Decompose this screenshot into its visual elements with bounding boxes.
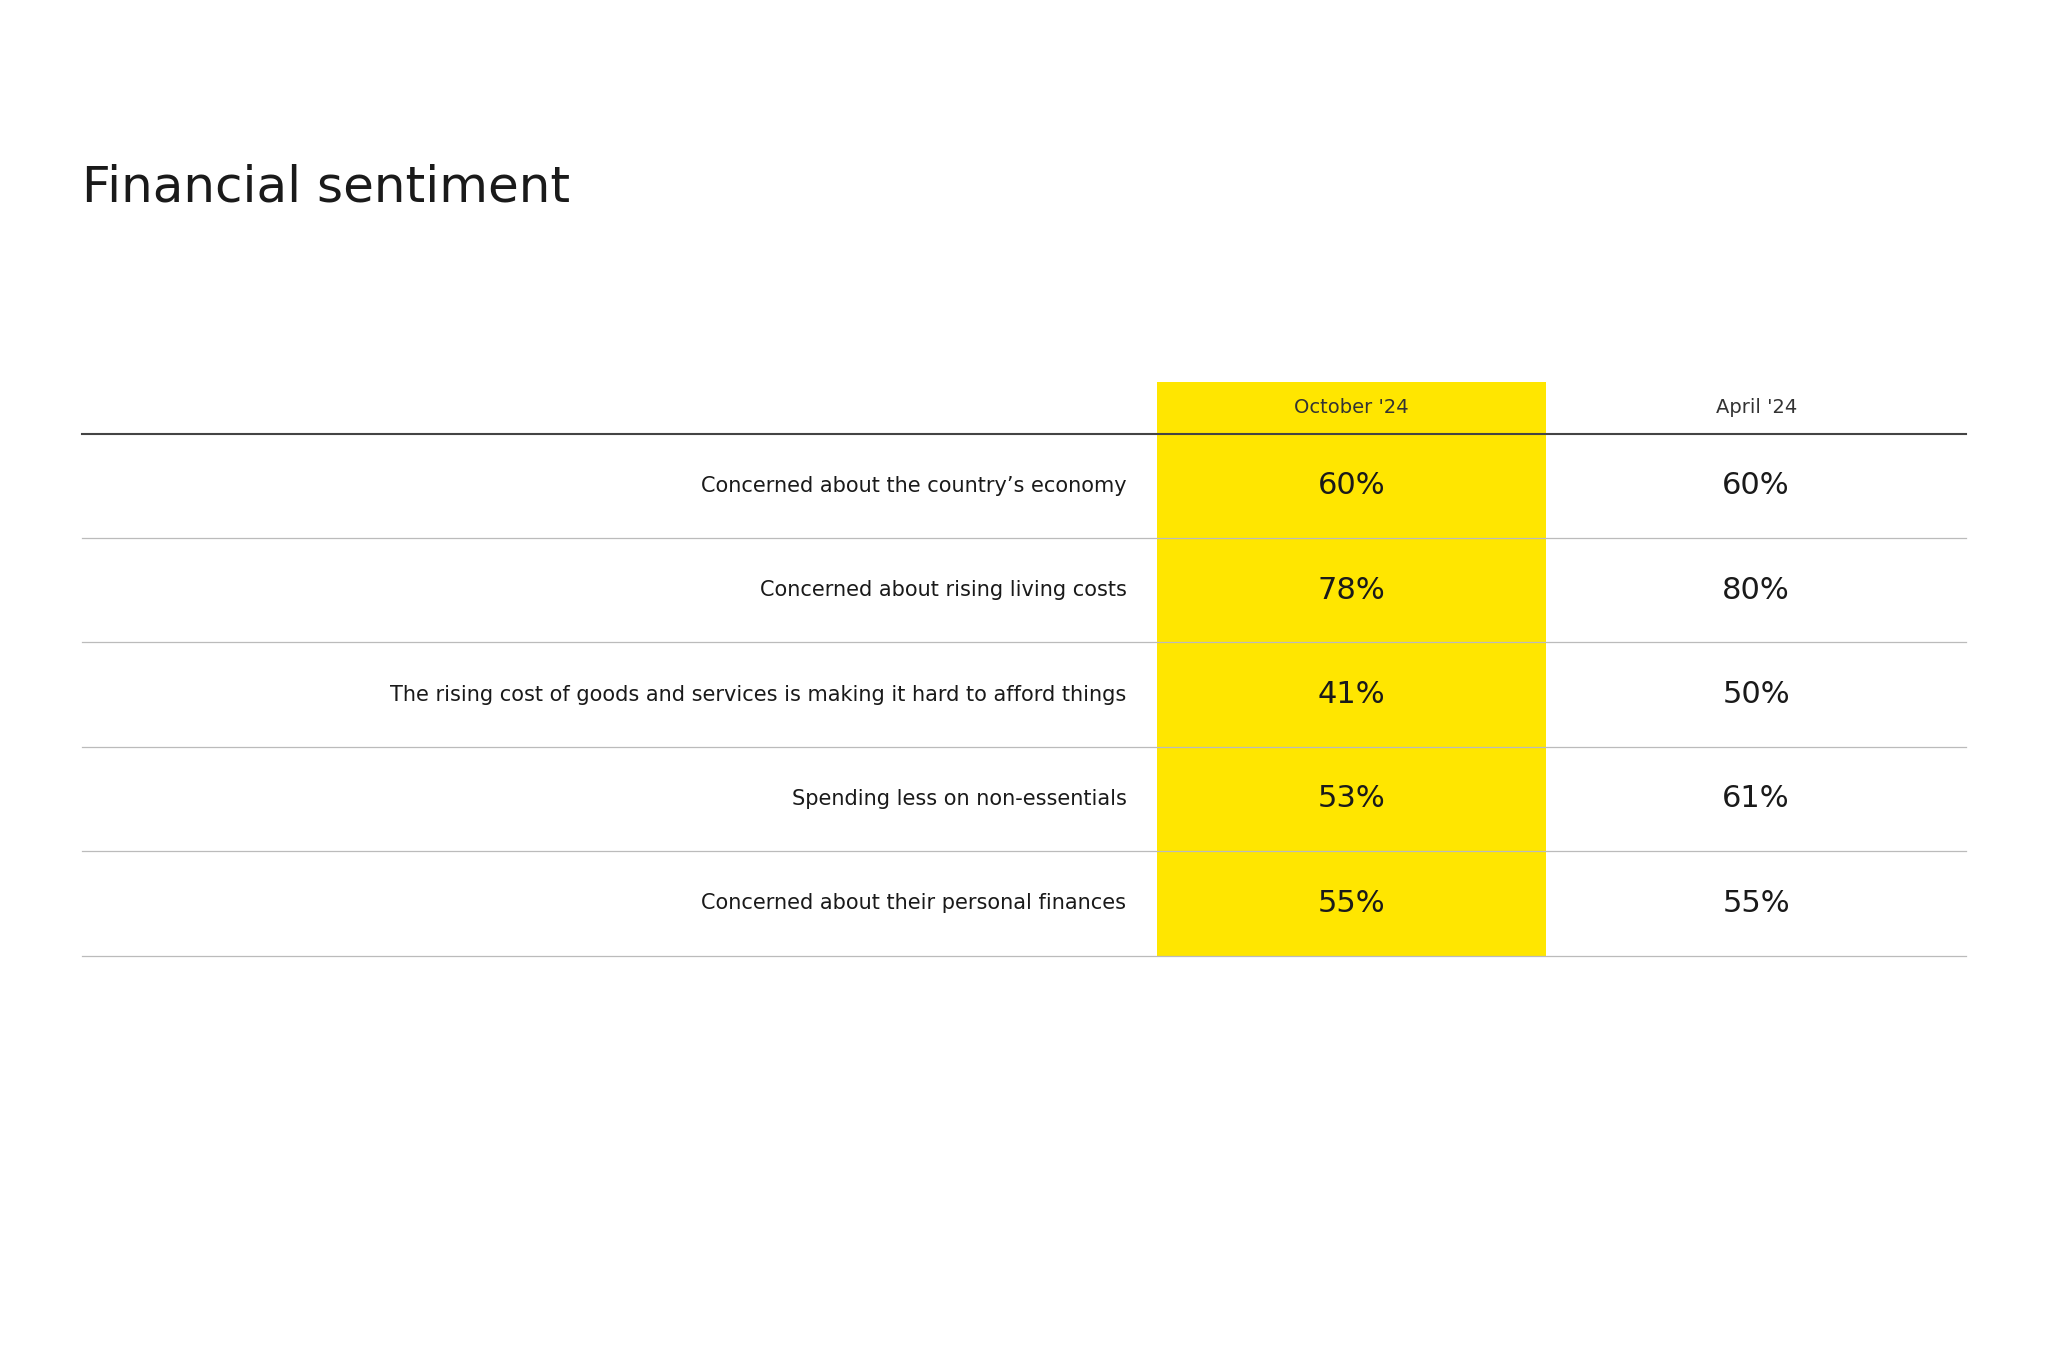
Text: 50%: 50% xyxy=(1722,680,1790,710)
Text: 55%: 55% xyxy=(1317,889,1386,917)
Text: October '24: October '24 xyxy=(1294,399,1409,418)
Text: 55%: 55% xyxy=(1722,889,1790,917)
Text: 61%: 61% xyxy=(1722,785,1790,814)
Text: Concerned about their personal finances: Concerned about their personal finances xyxy=(700,893,1126,913)
Text: 80%: 80% xyxy=(1722,576,1790,605)
Text: 60%: 60% xyxy=(1317,471,1386,501)
Text: 53%: 53% xyxy=(1317,785,1386,814)
Text: April '24: April '24 xyxy=(1716,399,1796,418)
Text: Spending less on non-essentials: Spending less on non-essentials xyxy=(791,789,1126,809)
Text: The rising cost of goods and services is making it hard to afford things: The rising cost of goods and services is… xyxy=(391,685,1126,704)
Text: Concerned about the country’s economy: Concerned about the country’s economy xyxy=(700,476,1126,495)
Text: 78%: 78% xyxy=(1317,576,1386,605)
Text: Financial sentiment: Financial sentiment xyxy=(82,164,569,212)
Text: Concerned about rising living costs: Concerned about rising living costs xyxy=(760,580,1126,601)
Text: 60%: 60% xyxy=(1722,471,1790,501)
Text: 41%: 41% xyxy=(1317,680,1386,710)
FancyBboxPatch shape xyxy=(1157,382,1546,956)
